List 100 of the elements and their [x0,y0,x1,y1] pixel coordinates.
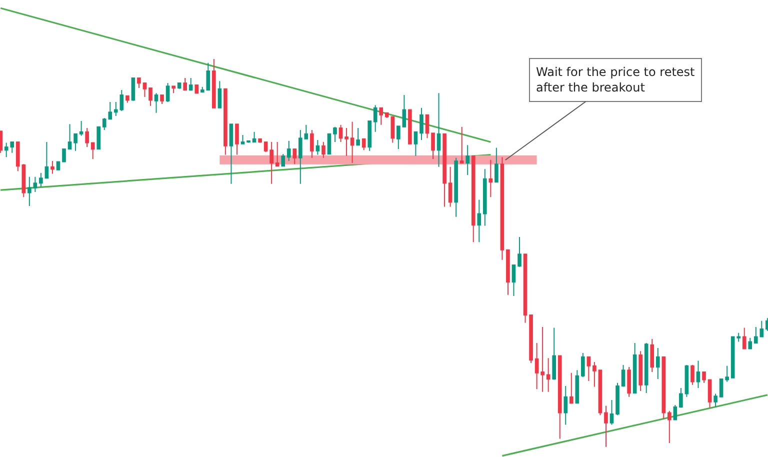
candlestick [667,410,672,444]
candlestick [466,144,470,176]
candlestick [506,249,510,296]
candlestick [286,140,291,162]
candlestick [730,336,735,378]
candlestick [650,338,654,373]
candlestick [460,126,464,164]
candlestick [569,372,574,404]
candlestick [235,124,239,156]
candlestick [448,166,452,208]
candlestick [96,126,101,150]
candlestick [281,154,286,167]
candlestick [616,382,620,416]
candlestick [252,131,256,142]
candlestick [275,141,280,167]
candlestick [575,370,580,404]
candlestick [396,126,400,150]
candlestick [564,386,568,426]
candlestick [333,126,337,142]
candlestick [368,120,372,152]
candlestick [137,77,141,89]
candlestick [270,141,274,184]
candlestick [534,342,539,390]
candlestick [425,114,430,139]
candlestick [719,378,724,398]
candlestick [90,142,95,160]
candlestick [477,199,482,243]
candlestick [742,327,746,350]
candlestick [558,355,562,440]
candlestick [725,365,729,382]
candlestick [120,90,124,112]
candlestick [310,129,314,158]
candlestick [420,107,424,141]
candlestick [183,77,187,90]
candlestick [327,133,332,155]
candlestick [454,157,458,218]
candlestick [344,128,348,156]
candlestick [402,94,406,128]
candlestick [610,399,614,426]
candlestick [442,133,446,208]
candlestick [690,364,694,386]
candlestick [482,168,487,226]
candlestick [177,82,182,90]
candlestick [62,148,66,162]
candlestick [598,370,602,416]
candlestick [39,172,43,188]
candlestick [322,141,326,158]
candlestick [304,124,308,140]
candlestick [471,155,476,243]
candlestick [696,360,700,388]
candlestick [529,314,533,364]
candlestick [292,148,297,165]
candlestick [264,141,268,153]
candlestick [500,156,504,260]
candlestick [240,134,245,144]
candlestick [552,327,556,380]
candlestick [85,128,89,148]
candlestick [373,104,378,132]
candlestick [172,86,176,94]
candlestick [673,404,678,420]
candlestick [379,107,384,126]
candlestick [702,372,706,384]
candlestick [414,131,418,156]
candlestick [50,160,54,174]
candlestick [760,320,764,338]
candlestick [68,124,72,150]
candlestick [44,141,49,179]
candlestick [684,364,689,398]
candlestick [79,120,84,136]
candlestick [258,138,262,144]
candlestick [126,95,130,104]
candlestick [154,92,158,114]
candlestick [644,342,648,394]
candlestick [512,264,516,296]
candlestick [356,128,360,146]
candlestick [350,121,354,164]
candlestick [627,366,631,398]
candlestick [114,102,118,116]
candlestick [362,138,366,151]
candlestick [748,337,752,350]
candlestick [714,393,718,408]
candlestick [621,364,626,388]
candlestick [523,254,528,324]
candlestick [408,109,412,144]
candlestick [298,129,302,184]
candlestick [224,88,228,156]
candlestick [546,358,550,392]
candlestick [518,236,522,268]
candlestick [212,58,216,108]
candlestick [166,82,170,103]
candlestick [540,326,544,392]
candlestick [488,159,493,198]
candlestick [74,133,78,152]
candlestick [338,124,343,142]
candlestick [632,342,637,394]
candlestick [436,92,441,168]
candlestick [194,84,199,94]
candlestick [592,361,596,388]
candlestick [604,405,608,448]
candlestick [662,356,666,420]
